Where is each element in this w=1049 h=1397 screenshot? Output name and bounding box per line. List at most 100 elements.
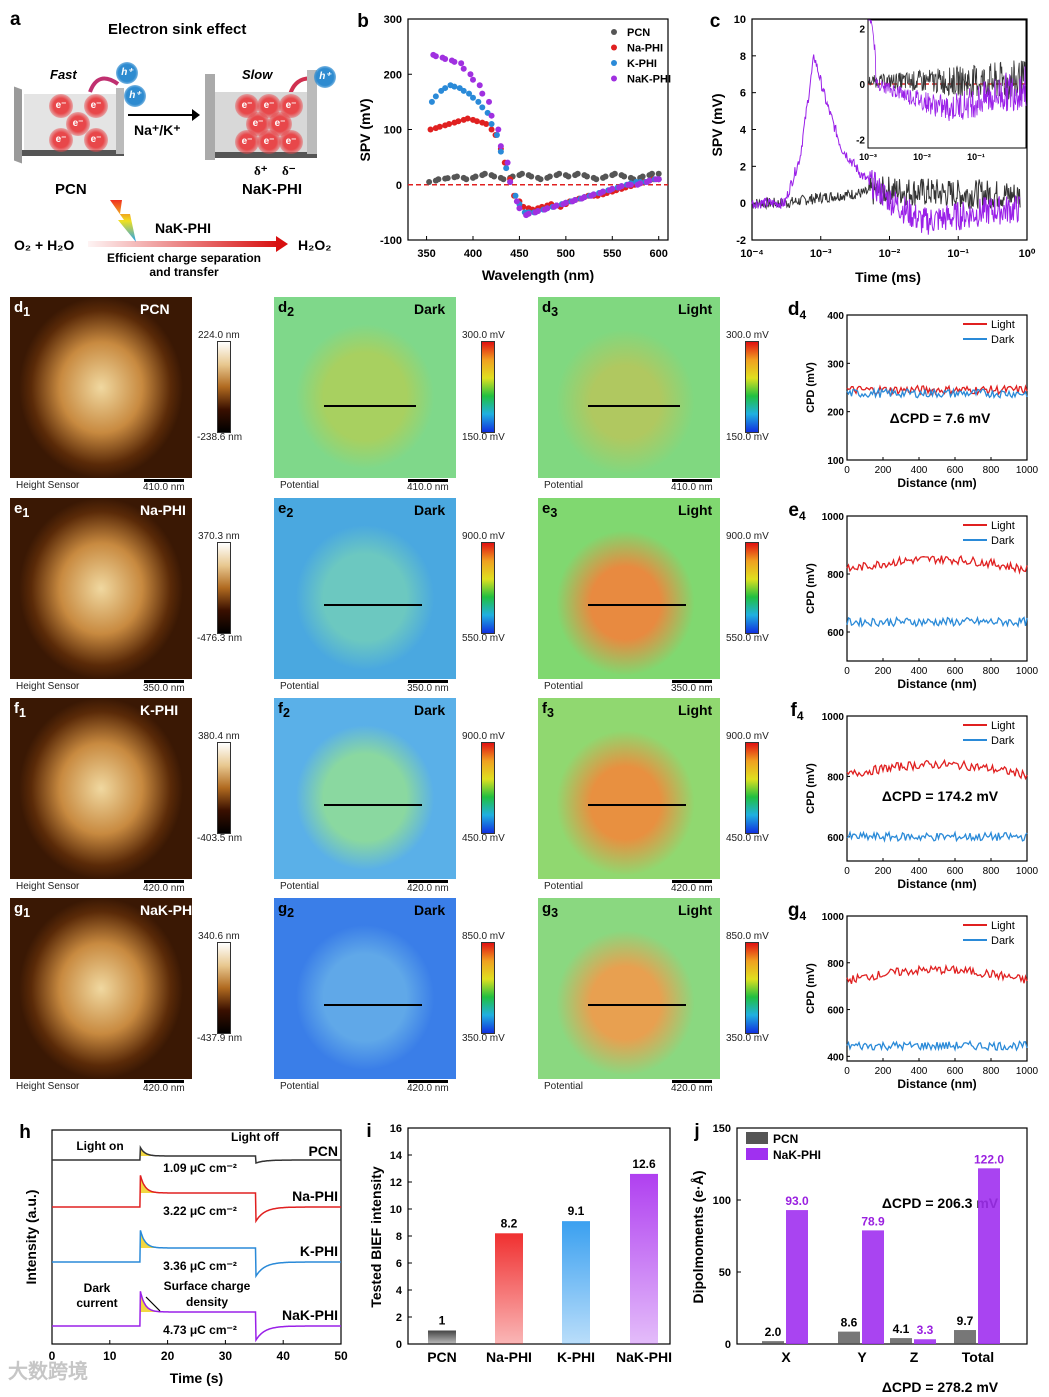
trace-label: K-PHI <box>300 1243 338 1259</box>
plot-frame <box>846 314 1028 461</box>
colorbar-max: 850.0 mV <box>462 931 505 942</box>
panel-subscript: 4 <box>799 509 806 523</box>
line-profile-marker <box>588 604 686 606</box>
potential-label: Potential <box>544 480 583 491</box>
legend-label: Na-PHI <box>627 43 663 55</box>
data-point-k-phi <box>497 148 504 155</box>
panel-letter: f2 <box>278 700 290 720</box>
nakphi-label: NaK-PHI <box>242 181 303 198</box>
surface-charge-area <box>139 1291 226 1312</box>
y-tick-label: 800 <box>827 772 844 783</box>
data-point-pcn <box>491 173 498 180</box>
data-point-pcn <box>574 170 581 177</box>
x-tick-label: 30 <box>219 1349 233 1363</box>
line-profile-marker <box>588 405 680 407</box>
data-point-pcn <box>593 176 600 183</box>
x-tick-label: 20 <box>161 1349 175 1363</box>
x-tick-label: 0 <box>844 866 850 877</box>
pointer-arrow <box>145 1296 161 1312</box>
data-point-nak-phi <box>479 90 486 97</box>
image-title: Light <box>678 702 713 718</box>
panel-letter: e1 <box>14 500 30 520</box>
data-point-nak-phi <box>442 56 449 63</box>
x-tick-label: 1000 <box>1016 1066 1039 1077</box>
y-tick-label: 14 <box>390 1150 403 1162</box>
colorbar-min: 450.0 mV <box>462 833 505 844</box>
bar-nak-phi-y <box>862 1230 884 1344</box>
data-point-k-phi <box>442 85 449 92</box>
y-tick-label: 6 <box>396 1258 402 1270</box>
bar-value-label: 8.6 <box>841 1316 858 1330</box>
data-point-pcn <box>583 173 590 180</box>
ion-label: Na⁺/K⁺ <box>134 122 181 138</box>
bar-nak-phi-z <box>914 1339 936 1344</box>
x-tick-label: 450 <box>510 248 528 260</box>
y-tick-label: 4 <box>396 1285 403 1297</box>
hole: h⁺ <box>124 85 146 107</box>
data-point-pcn <box>648 170 655 177</box>
lightning-icon <box>110 200 136 242</box>
data-point-na-phi <box>488 126 495 133</box>
scale-bar-label: 420.0 nm <box>407 883 449 894</box>
data-point-nak-phi <box>495 126 502 133</box>
inset-y-tick-label: 0 <box>859 80 865 91</box>
x-tick-label: 200 <box>875 866 892 877</box>
colorbar-max: 900.0 mV <box>726 731 769 742</box>
x-category-label: PCN <box>427 1349 457 1365</box>
x-category-label: Y <box>857 1349 867 1365</box>
data-point-k-phi <box>428 98 435 105</box>
y-tick-label: 300 <box>827 359 844 370</box>
scale-bar-label: 350.0 nm <box>407 683 449 694</box>
bar-pcn-z <box>890 1338 912 1344</box>
data-point-pcn <box>435 176 442 183</box>
panel-letter: d1 <box>14 299 31 319</box>
data-point-na-phi <box>436 123 443 130</box>
data-point-nak-phi <box>497 143 504 150</box>
inset-y-tick-label: -2 <box>856 136 865 147</box>
legend-label: Light <box>991 920 1015 932</box>
electron: e⁻ <box>49 94 73 118</box>
data-point-nak-phi <box>488 112 495 119</box>
x-tick-label: 1000 <box>1016 866 1039 877</box>
x-tick-label: 550 <box>603 248 621 260</box>
x-category-label: Na-PHI <box>486 1349 532 1365</box>
data-point-pcn <box>621 173 628 180</box>
colorbar-min: 150.0 mV <box>726 432 769 443</box>
hole: h⁺ <box>116 62 138 84</box>
y-tick-label: 10 <box>390 1204 402 1216</box>
legend-label: Dark <box>991 334 1015 346</box>
image-title: Dark <box>414 702 446 718</box>
colorbar-max: 224.0 nm <box>198 330 240 341</box>
panel-letter: g1 <box>14 900 31 920</box>
x-tick-label: 800 <box>983 465 1000 476</box>
bar-value-label: 122.0 <box>974 1152 1004 1166</box>
data-point-pcn <box>546 173 553 180</box>
potential-light-image <box>538 498 720 679</box>
panel-h-letter: h <box>19 1122 31 1143</box>
data-point-pcn <box>463 176 470 183</box>
electron: e⁻ <box>84 128 108 152</box>
data-point-k-phi <box>475 98 482 105</box>
data-point-na-phi <box>427 126 434 133</box>
x-tick-label: 10⁻³ <box>810 248 832 260</box>
x-tick-label: 400 <box>911 666 928 677</box>
legend-marker <box>611 75 617 82</box>
cpd-light-line <box>846 554 1028 575</box>
trace-pcn <box>52 1144 341 1165</box>
y-tick-label: 4 <box>740 125 747 137</box>
light-off-label: Light off <box>231 1130 280 1144</box>
image-title: Dark <box>414 301 446 317</box>
surface-charge-label: Surface charge <box>164 1279 251 1293</box>
scale-bar-label: 420.0 nm <box>407 1083 449 1094</box>
panel-b-letter: b <box>357 11 369 32</box>
scale-bar-label: 350.0 nm <box>143 683 185 694</box>
bar-value-label: 12.6 <box>632 1157 656 1171</box>
trace-label: NaK-PHI <box>282 1307 338 1323</box>
inset-nakphi-line <box>868 19 1027 122</box>
surface-charge-area <box>139 1230 226 1248</box>
x-tick-label: 800 <box>983 866 1000 877</box>
y-tick-label: 400 <box>827 1052 844 1063</box>
delta-minus: δ⁻ <box>282 163 296 178</box>
legend-label: Light <box>991 520 1015 532</box>
caption: Efficient charge separation and transfer <box>98 251 270 279</box>
